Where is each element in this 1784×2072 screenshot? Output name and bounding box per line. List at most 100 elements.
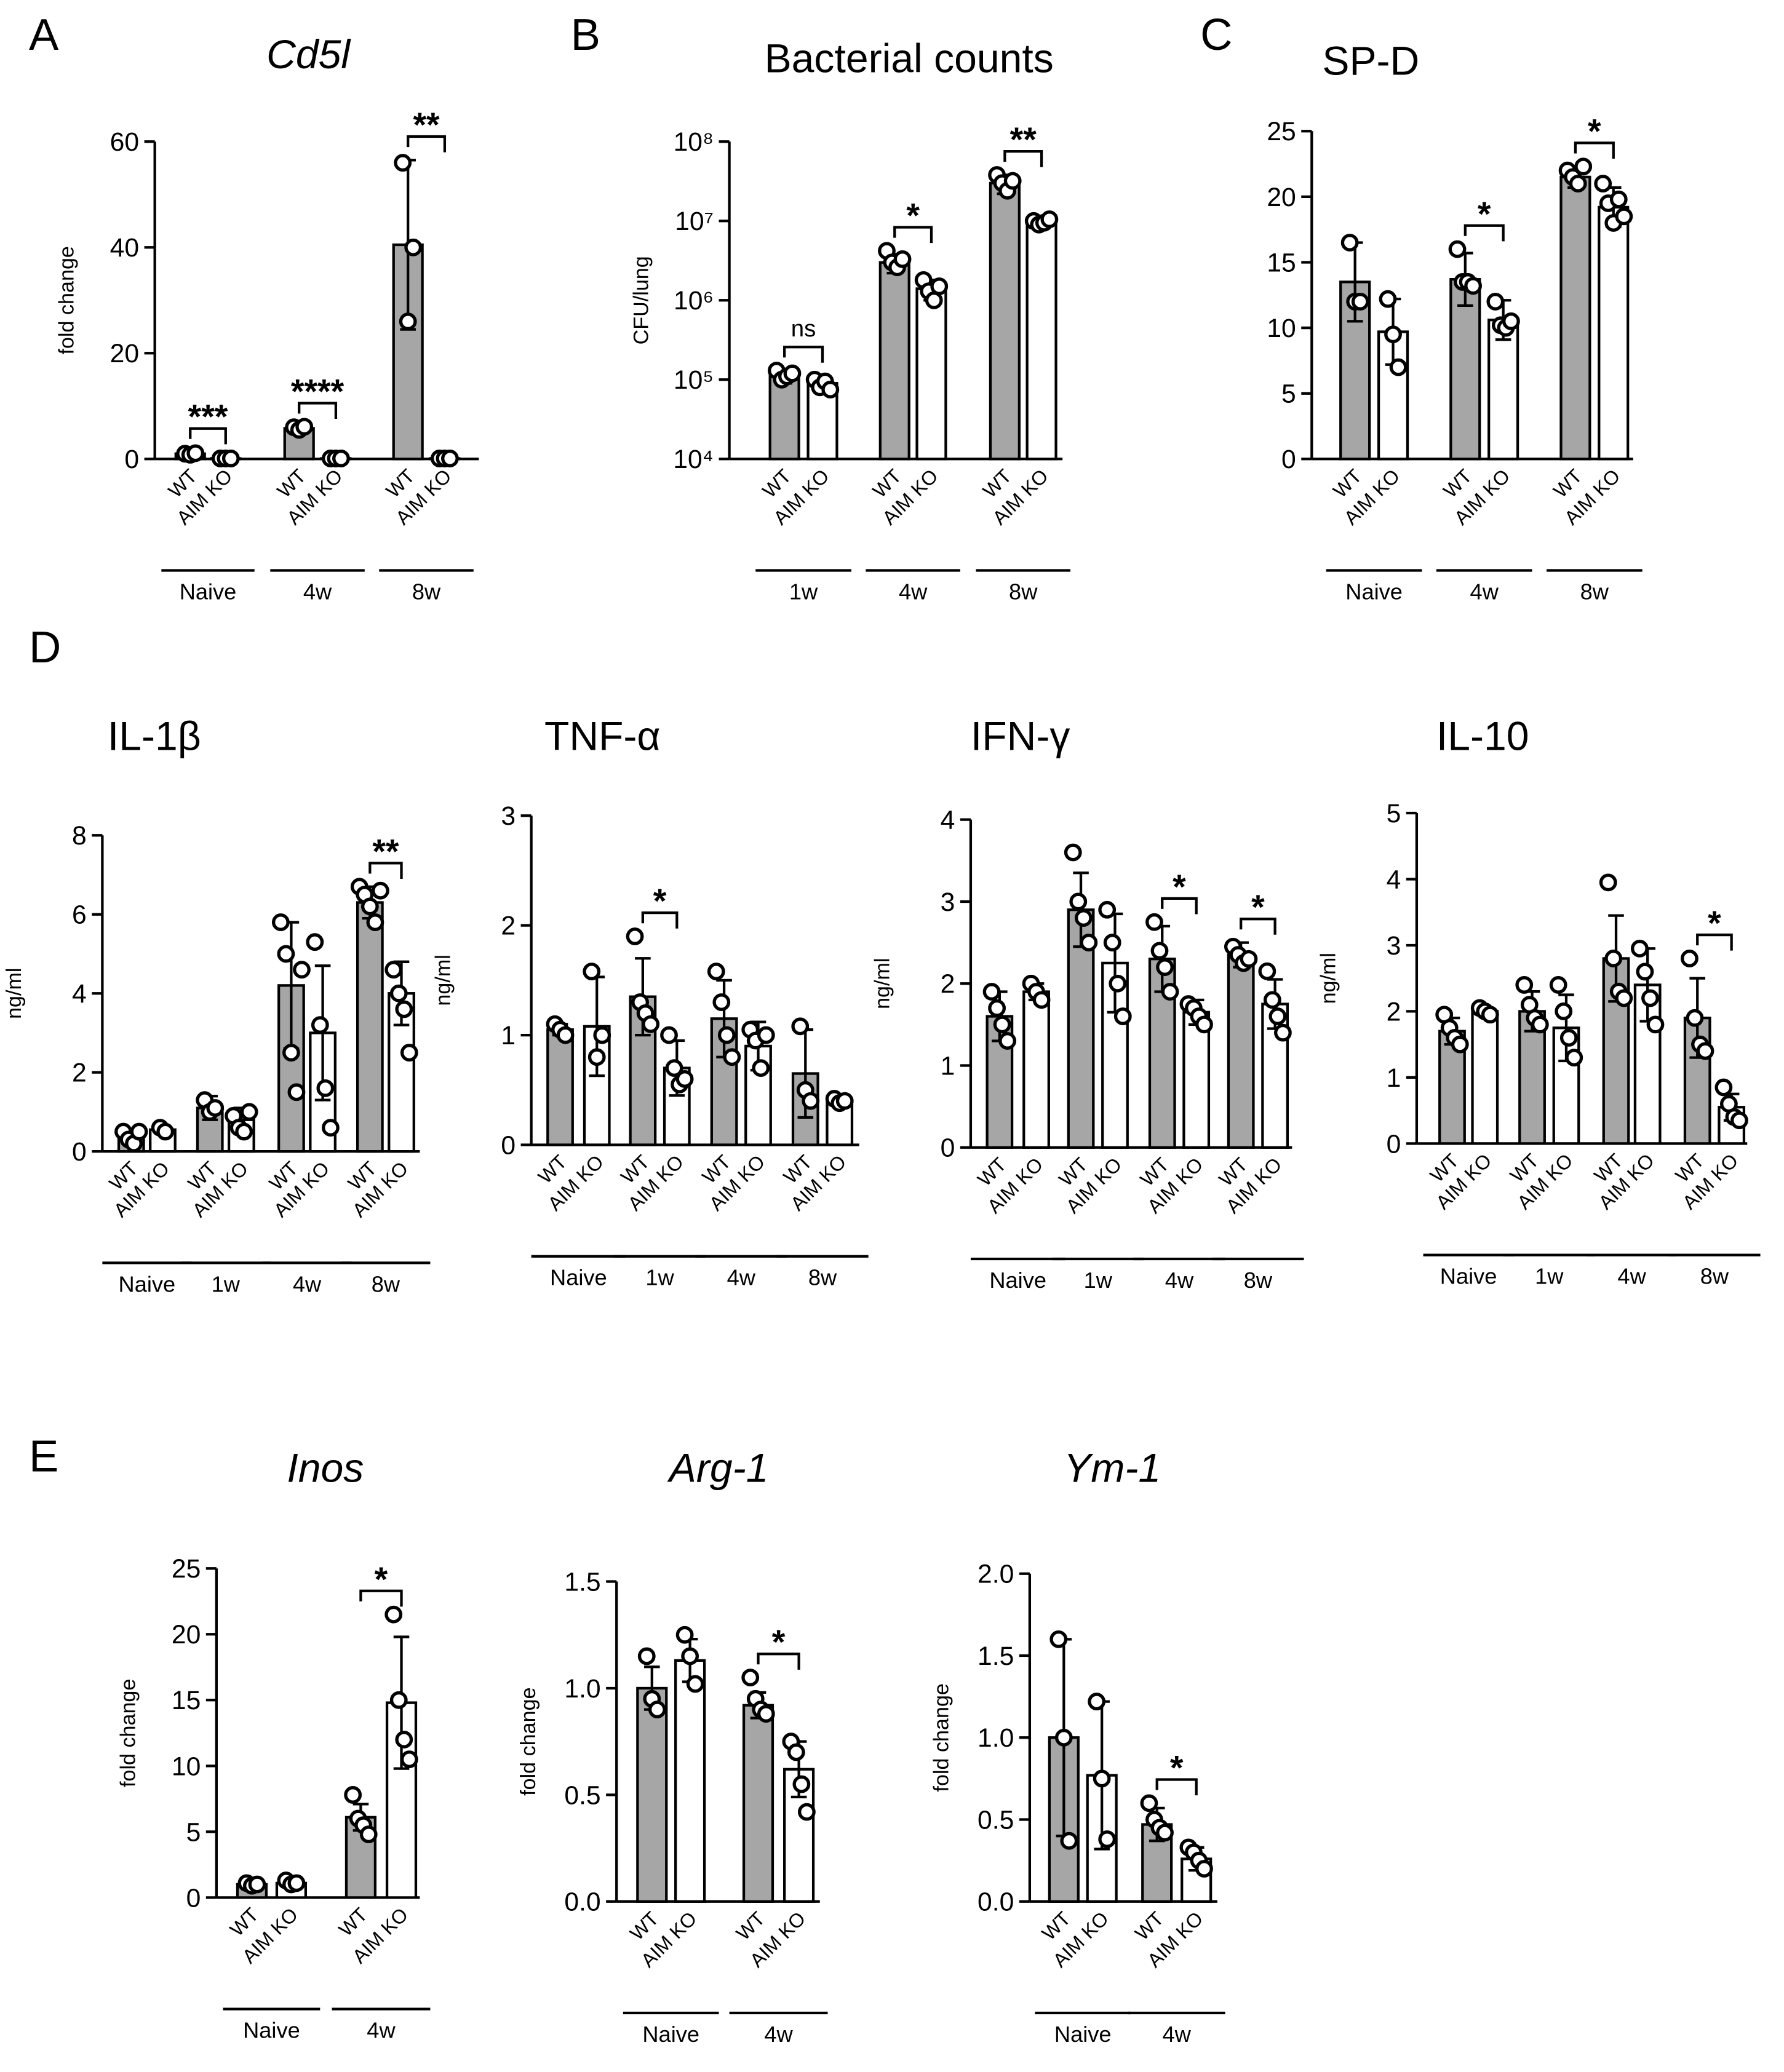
group-label: 4w [899,579,928,604]
data-point [1486,293,1505,311]
significance-label: **** [291,372,344,410]
data-point [717,1026,736,1044]
data-point [372,881,389,900]
data-point [1240,950,1258,968]
y-tick-label: 1 [501,1021,516,1050]
bar [546,1028,574,1146]
data-point [681,1647,699,1665]
data-point [893,250,912,268]
significance-bracket [757,1653,800,1670]
group-label: 1w [645,1265,674,1290]
data-point [1389,358,1408,376]
data-point [1559,1029,1578,1047]
data-point [1049,1630,1068,1648]
data-point [395,1000,413,1018]
y-axis-label: fold change [930,1683,954,1792]
bar [878,261,910,461]
data-point [1040,210,1059,228]
group-label: 1w [789,579,818,604]
data-point [648,1701,666,1719]
y-tick-label: 25 [1267,117,1296,146]
y-tick-label: 2 [941,969,955,999]
data-point [798,1803,816,1821]
data-point [186,444,205,462]
data-point [835,1092,854,1110]
y-tick-label: 3 [1387,931,1401,961]
group-label: Naive [1345,579,1403,604]
significance-bracket [359,1589,403,1607]
data-point [587,1048,606,1066]
data-point [1615,207,1633,226]
significance-bracket [189,427,227,445]
data-point [1098,1830,1117,1848]
data-point [332,450,350,467]
data-point [441,450,459,467]
data-point [741,1669,760,1687]
y-tick-label: 0.0 [978,1887,1014,1917]
y-tick-label: 10⁸ [674,127,714,157]
y-tick-label: 40 [110,233,139,263]
data-point [1686,1009,1704,1027]
significance-bracket [1240,918,1276,935]
data-point [1069,892,1088,911]
significance-label: * [375,1560,388,1598]
y-tick-label: 0 [124,445,139,474]
group-label: 4w [303,579,332,604]
group-label: 1w [212,1271,241,1296]
group-label: Naive [180,579,237,604]
significance-label: * [1173,868,1186,906]
bar [1025,221,1057,461]
data-point [282,1044,300,1062]
y-tick-label: 10⁷ [675,207,714,236]
data-point [359,1825,378,1844]
group-label: 4w [1163,2022,1192,2047]
data-point [982,983,1001,1001]
data-point [1161,983,1179,1001]
significance-label: *** [188,398,228,436]
chart-title: TNF-α [544,714,661,760]
bar [1067,908,1095,1149]
data-point [707,963,725,980]
data-point [306,933,324,951]
data-point [1604,950,1623,967]
y-tick-label: 10 [1267,314,1296,343]
group-label: 1w [1084,1268,1113,1293]
data-point [1384,325,1402,344]
data-point [395,1731,413,1748]
data-point [675,1070,694,1088]
y-tick-label: 8 [72,821,87,851]
y-tick-label: 1.0 [564,1674,600,1704]
data-point [295,418,314,436]
significance-label: ns [791,316,816,342]
data-point [993,1015,1011,1034]
bar [636,1686,668,1903]
y-tick-label: 2.0 [978,1560,1014,1589]
y-tick-label: 0.5 [564,1780,600,1810]
data-point [400,1044,418,1062]
data-point [1093,1769,1111,1788]
significance-bracket [1463,224,1505,242]
group-label: 8w [1700,1264,1729,1289]
y-tick-label: 2 [501,911,516,941]
chart-title: IFN-γ [971,714,1070,760]
group-label: Naive [243,2018,300,2043]
significance-label: * [1478,195,1491,233]
data-point [686,1675,704,1693]
y-tick-label: 20 [1267,183,1296,212]
panel-letter: C [1200,10,1232,60]
data-point [1615,989,1633,1007]
data-point [757,1026,775,1044]
y-tick-label: 10 [172,1752,201,1781]
data-point [723,1048,741,1066]
data-point [675,1625,694,1644]
group-label: Naive [1054,2022,1112,2047]
y-tick-label: 15 [1267,248,1296,277]
data-point [130,1122,148,1141]
y-axis-label: fold change [517,1687,540,1795]
data-point [1515,976,1534,994]
data-point [1502,312,1520,330]
y-tick-label: 4 [72,979,87,1009]
bar [1598,205,1630,461]
data-point [311,1016,329,1034]
y-tick-label: 1.5 [978,1641,1014,1671]
